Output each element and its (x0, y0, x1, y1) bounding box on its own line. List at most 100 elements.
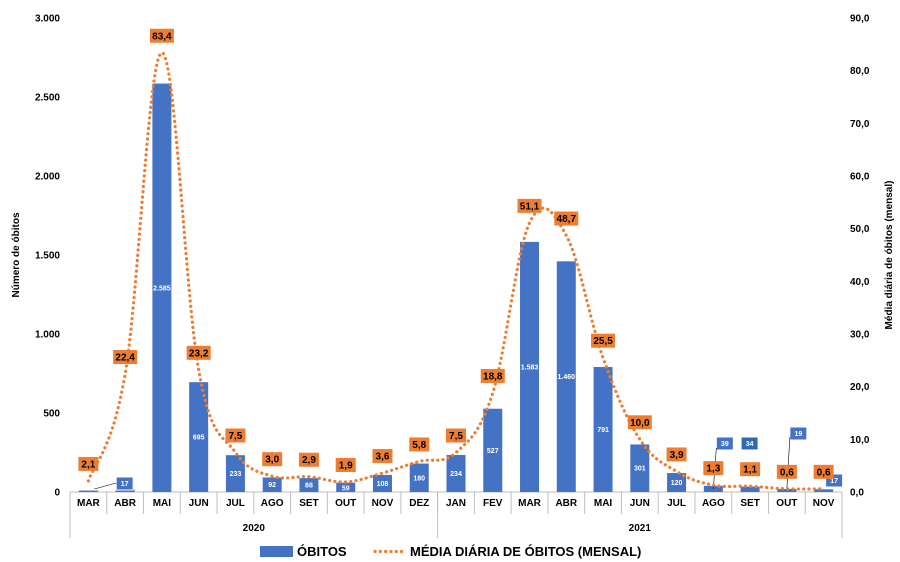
bar-value-box (740, 436, 759, 451)
legend-label: MÉDIA DIÁRIA DE ÓBITOS (MENSAL) (410, 544, 641, 559)
x-category-label: ABR (555, 498, 577, 509)
obitos-bar (372, 474, 392, 492)
y-tick-label: 2.500 (35, 93, 60, 104)
obitos-bar (189, 382, 209, 492)
obitos-bar (593, 367, 613, 492)
y2-axis-title: Média diária de óbitos (mensal) (884, 181, 895, 330)
obitos-bar (262, 477, 282, 492)
label-leader-line (94, 482, 117, 490)
y2-tick-label: 60,0 (850, 172, 870, 183)
obitos-bar (556, 261, 576, 492)
avg-value-label: 1,9 (339, 460, 353, 471)
y2-tick-label: 30,0 (850, 330, 870, 341)
obitos-bar (740, 486, 760, 492)
avg-value-box (627, 415, 652, 430)
avg-value-box (149, 28, 174, 43)
x-category-label: MAR (518, 498, 542, 509)
avg-value-label: 48,7 (557, 214, 577, 225)
avg-value-label: 51,1 (520, 201, 540, 212)
bar-value-box (789, 426, 808, 441)
obitos-bar (115, 489, 135, 492)
y-tick-label: 500 (43, 409, 60, 420)
avg-value-box (78, 456, 99, 471)
x-category-label: JUN (630, 498, 650, 509)
avg-value-label: 25,5 (593, 336, 613, 347)
x-category-label: AGO (702, 498, 725, 509)
obitos-bar (336, 482, 356, 492)
obitos-bar (299, 478, 319, 492)
bar-value-label: 301 (634, 466, 646, 473)
x-category-label: JAN (446, 498, 466, 509)
x-category-label: MAI (153, 498, 172, 509)
legend-bar-swatch (260, 546, 293, 557)
bar-value-label: 17 (830, 478, 838, 485)
obitos-bar (777, 488, 797, 492)
avg-value-label: 3,0 (265, 455, 279, 466)
bar-value-label: 39 (721, 441, 729, 448)
avg-value-label: 3,9 (670, 450, 684, 461)
year-label: 2020 (243, 523, 266, 534)
y-tick-label: 1.000 (35, 330, 60, 341)
avg-value-label: 1,3 (706, 464, 720, 475)
avg-value-box (372, 449, 393, 464)
y2-tick-label: 40,0 (850, 277, 870, 288)
x-category-label: ABR (114, 498, 136, 509)
avg-value-box (740, 462, 761, 477)
x-category-label: NOV (813, 498, 835, 509)
y2-tick-label: 70,0 (850, 119, 870, 130)
avg-value-box (517, 198, 542, 213)
bar-value-label: 234 (450, 471, 462, 478)
avg-value-box (335, 457, 356, 472)
y-tick-label: 3.000 (35, 14, 60, 25)
y2-tick-label: 10,0 (850, 435, 870, 446)
bar-value-label: 1.583 (521, 364, 539, 371)
bar-value-label: 1.460 (558, 374, 576, 381)
avg-value-label: 2,9 (302, 455, 316, 466)
x-category-label: DEZ (409, 498, 429, 509)
obitos-bar (483, 408, 503, 492)
obitos-bar (520, 241, 540, 492)
avg-value-label: 1,1 (743, 465, 757, 476)
y2-tick-label: 20,0 (850, 382, 870, 393)
avg-value-box (298, 452, 319, 467)
x-category-label: MAR (77, 498, 101, 509)
y2-tick-label: 80,0 (850, 66, 870, 77)
avg-value-box (262, 452, 283, 467)
avg-value-box (480, 368, 505, 383)
y2-tick-label: 0,0 (850, 488, 864, 499)
avg-value-box (113, 350, 138, 365)
y2-tick-label: 90,0 (850, 14, 870, 25)
avg-value-box (776, 464, 797, 479)
avg-value-label: 5,8 (412, 440, 426, 451)
obitos-bar (225, 455, 245, 492)
x-category-label: JUL (226, 498, 245, 509)
year-label: 2021 (629, 523, 652, 534)
obitos-bar (446, 455, 466, 492)
bar-value-label: 34 (746, 441, 754, 448)
obitos-bar (630, 444, 650, 492)
obitos-bar (409, 463, 429, 492)
x-category-label: NOV (372, 498, 394, 509)
avg-value-label: 0,6 (817, 467, 831, 478)
bar-value-label: 527 (487, 448, 499, 455)
x-category-label: MAI (594, 498, 613, 509)
avg-value-box (409, 437, 430, 452)
bar-value-label: 92 (268, 482, 276, 489)
x-category-label: FEV (483, 498, 503, 509)
avg-value-box (186, 345, 211, 360)
avg-value-label: 7,5 (228, 431, 242, 442)
avg-value-label: 18,8 (483, 371, 503, 382)
bar-value-label: 59 (342, 486, 350, 493)
avg-value-box (225, 428, 246, 443)
x-category-label: JUN (189, 498, 209, 509)
bar-value-label: 19 (794, 431, 802, 438)
avg-value-box (666, 447, 687, 462)
x-category-label: SET (299, 498, 318, 509)
avg-value-box (446, 428, 466, 443)
media-diaria-line (86, 51, 826, 491)
avg-value-label: 7,5 (449, 431, 463, 442)
avg-value-box (554, 211, 579, 226)
x-category-label: OUT (335, 498, 356, 509)
avg-value-label: 23,2 (189, 348, 209, 359)
bar-value-label: 2.585 (153, 285, 171, 292)
